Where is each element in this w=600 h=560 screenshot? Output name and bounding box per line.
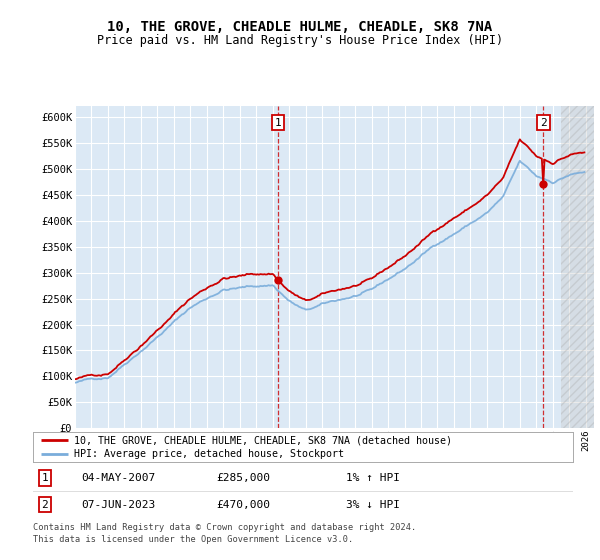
Text: 3% ↓ HPI: 3% ↓ HPI	[346, 500, 400, 510]
Text: Price paid vs. HM Land Registry's House Price Index (HPI): Price paid vs. HM Land Registry's House …	[97, 34, 503, 47]
Text: £470,000: £470,000	[217, 500, 271, 510]
Text: 04-MAY-2007: 04-MAY-2007	[82, 473, 156, 483]
Text: 1% ↑ HPI: 1% ↑ HPI	[346, 473, 400, 483]
Text: 2: 2	[540, 118, 547, 128]
Text: £285,000: £285,000	[217, 473, 271, 483]
Text: 10, THE GROVE, CHEADLE HULME, CHEADLE, SK8 7NA: 10, THE GROVE, CHEADLE HULME, CHEADLE, S…	[107, 20, 493, 34]
Bar	[561, 106, 594, 428]
Text: Contains HM Land Registry data © Crown copyright and database right 2024.
This d: Contains HM Land Registry data © Crown c…	[33, 522, 416, 544]
Text: 10, THE GROVE, CHEADLE HULME, CHEADLE, SK8 7NA (detached house): 10, THE GROVE, CHEADLE HULME, CHEADLE, S…	[74, 435, 452, 445]
Text: 1: 1	[41, 473, 48, 483]
Text: HPI: Average price, detached house, Stockport: HPI: Average price, detached house, Stoc…	[74, 449, 343, 459]
Text: 07-JUN-2023: 07-JUN-2023	[82, 500, 156, 510]
Text: 2: 2	[41, 500, 48, 510]
Text: 1: 1	[275, 118, 281, 128]
